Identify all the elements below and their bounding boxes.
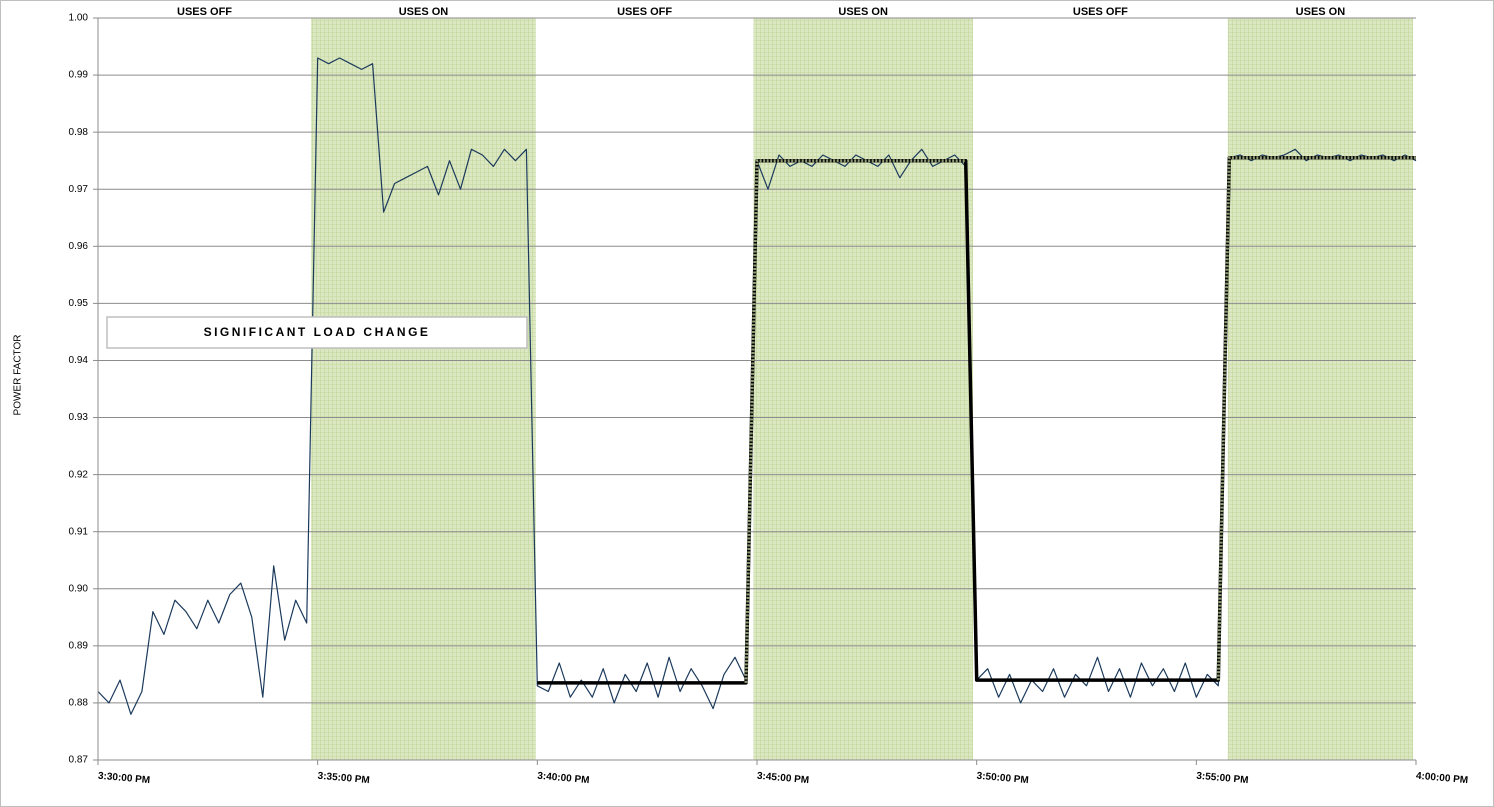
y-tick-label: 0.91 (69, 526, 89, 537)
phase-band (311, 18, 536, 760)
y-tick-label: 0.88 (69, 698, 89, 709)
y-tick-label: 0.87 (69, 755, 89, 766)
x-tick-label: 3:50:00 PM (976, 771, 1029, 787)
y-tick-label: 0.93 (69, 412, 89, 423)
x-tick-label: 3:55:00 PM (1196, 771, 1249, 787)
phase-band (1227, 18, 1414, 760)
y-tick-label: 0.92 (69, 469, 89, 480)
y-tick-label: 0.89 (69, 640, 89, 651)
y-axis-label: POWER FACTOR (13, 335, 24, 416)
x-tick-label: 3:35:00 PM (317, 771, 370, 787)
annotation: SIGNIFICANT LOAD CHANGE (204, 325, 431, 339)
phase-label: USES OFF (617, 6, 672, 18)
series-line (744, 156, 1416, 683)
y-tick-label: 1.00 (69, 13, 89, 24)
phase-band (753, 18, 974, 760)
x-tick-label: 3:40:00 PM (537, 771, 590, 787)
phase-label: USES ON (838, 6, 888, 18)
y-tick-label: 0.99 (69, 70, 89, 81)
y-tick-label: 0.90 (69, 583, 89, 594)
y-tick-label: 0.94 (69, 355, 89, 366)
annotation-box (106, 316, 528, 349)
x-tick-label: 4:00:00 PM (1416, 771, 1469, 787)
phase-label: USES OFF (177, 6, 232, 18)
phase-label: USES ON (1296, 6, 1346, 18)
phase-label: USES ON (399, 6, 449, 18)
x-tick-label: 3:30:00 PM (98, 771, 151, 787)
y-tick-label: 0.97 (69, 184, 89, 195)
y-tick-label: 0.96 (69, 241, 89, 252)
y-tick-label: 0.98 (69, 127, 89, 138)
x-tick-label: 3:45:00 PM (757, 771, 810, 787)
y-tick-label: 0.95 (69, 298, 89, 309)
phase-label: USES OFF (1073, 6, 1128, 18)
